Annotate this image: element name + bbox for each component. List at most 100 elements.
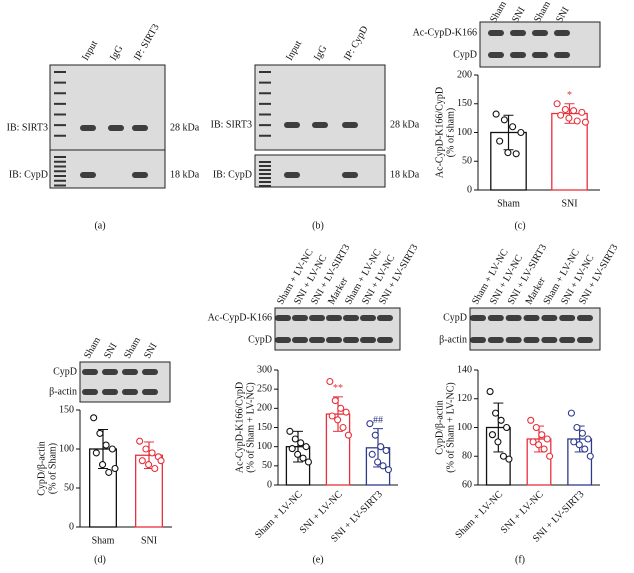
- blot-band: [82, 389, 98, 395]
- blot-band: [284, 122, 300, 128]
- data-point: [573, 117, 581, 125]
- data-point: [512, 150, 520, 158]
- y-tick-label: 100: [457, 422, 472, 433]
- blot-band: [309, 315, 325, 321]
- blot-image: [49, 149, 166, 189]
- blot-band: [487, 315, 504, 321]
- blot-image: [274, 307, 401, 351]
- data-point: [492, 409, 500, 417]
- data-point: [334, 416, 342, 424]
- blot-band: [505, 337, 522, 343]
- data-point: [529, 438, 537, 446]
- ladder-band: [54, 71, 66, 73]
- data-point: [344, 431, 352, 439]
- blot-image: [479, 21, 601, 68]
- blot-band: [470, 315, 486, 321]
- data-point: [382, 446, 390, 455]
- lane-label: Sham: [82, 335, 103, 360]
- blot-band: [312, 122, 328, 128]
- lane-label: SNI: [102, 341, 120, 360]
- data-point: [291, 435, 299, 443]
- data-point: [142, 445, 150, 453]
- y-axis-label: CypD/β-actin: [36, 441, 47, 496]
- lane-label: Input: [284, 39, 304, 63]
- row-label: IB: SIRT3: [211, 119, 252, 130]
- y-tick-label: 300: [257, 364, 272, 375]
- y-tick-label: 0: [69, 521, 74, 532]
- row-label: β-actin: [49, 386, 77, 397]
- blot-band: [275, 337, 291, 343]
- ladder-band: [259, 124, 271, 127]
- ladder-band: [54, 160, 66, 163]
- ladder-band: [54, 113, 66, 116]
- ladder-band: [259, 181, 271, 183]
- ladder-band: [54, 179, 66, 182]
- blot-band: [102, 389, 118, 395]
- data-point: [331, 397, 339, 405]
- data-point: [488, 431, 496, 439]
- blot-band: [554, 30, 570, 36]
- data-point: [517, 128, 525, 137]
- blot-image: [254, 64, 386, 151]
- data-point: [366, 420, 374, 428]
- kda-label: 18 kDa: [170, 169, 200, 180]
- x-tick-label: Sham: [497, 198, 520, 209]
- significance: *: [567, 90, 572, 101]
- ladder-band: [259, 165, 271, 167]
- y-tick-label: 100: [59, 443, 74, 454]
- ladder-band: [54, 124, 66, 127]
- blot-band: [505, 315, 522, 321]
- data-point: [342, 408, 350, 416]
- data-point: [581, 445, 589, 453]
- ladder-band: [259, 71, 271, 73]
- data-point: [494, 438, 502, 446]
- blot-band: [275, 315, 291, 321]
- data-point: [497, 416, 505, 424]
- y-tick-label: 100: [457, 127, 472, 138]
- row-label: Ac-CypD-K166: [413, 27, 477, 38]
- blot-image: [79, 361, 171, 403]
- lane-label: Sham: [488, 0, 509, 25]
- lane-label: IgG: [108, 44, 125, 63]
- data-point: [148, 449, 156, 457]
- blot-band: [342, 172, 358, 178]
- blot-band: [292, 315, 308, 321]
- data-point: [538, 431, 546, 439]
- data-point: [584, 435, 592, 443]
- row-label: CypD: [453, 49, 477, 60]
- row-label: IB: CypD: [9, 169, 48, 180]
- data-point: [565, 114, 573, 122]
- data-point: [297, 439, 305, 447]
- panel-label: (a): [94, 220, 105, 231]
- row-label: β-actin: [439, 334, 467, 345]
- blot-band: [470, 337, 486, 343]
- data-point: [557, 111, 565, 119]
- data-point: [546, 452, 554, 460]
- y-axis-label: CypD/β-actin: [434, 400, 445, 455]
- data-point: [567, 409, 575, 417]
- data-point: [581, 118, 589, 126]
- blot-image: [254, 154, 386, 188]
- significance: **: [333, 383, 343, 394]
- x-tick-label: Sham + LV-NC: [453, 489, 505, 541]
- data-point: [570, 438, 578, 446]
- blot-band: [488, 30, 504, 36]
- data-point: [286, 427, 294, 435]
- blot-band: [377, 337, 393, 343]
- data-point: [105, 468, 113, 476]
- data-point: [561, 105, 569, 114]
- lane-label: SNI: [142, 341, 160, 360]
- panel-label: (e): [312, 554, 323, 565]
- y-axis-label: (% of sham): [445, 108, 456, 157]
- data-point: [379, 462, 387, 470]
- panel-label: (b): [312, 220, 324, 231]
- y-tick-label: 50: [64, 482, 74, 493]
- bar: [551, 112, 588, 191]
- y-axis-label: Ac-CypD-K166/CypD: [234, 382, 245, 473]
- y-tick-label: 200: [257, 403, 272, 414]
- ladder-band: [54, 134, 66, 137]
- blot-band: [523, 337, 540, 343]
- blot-band: [142, 389, 158, 395]
- y-axis-label: Ac-CypD-K166/CypD: [434, 87, 445, 178]
